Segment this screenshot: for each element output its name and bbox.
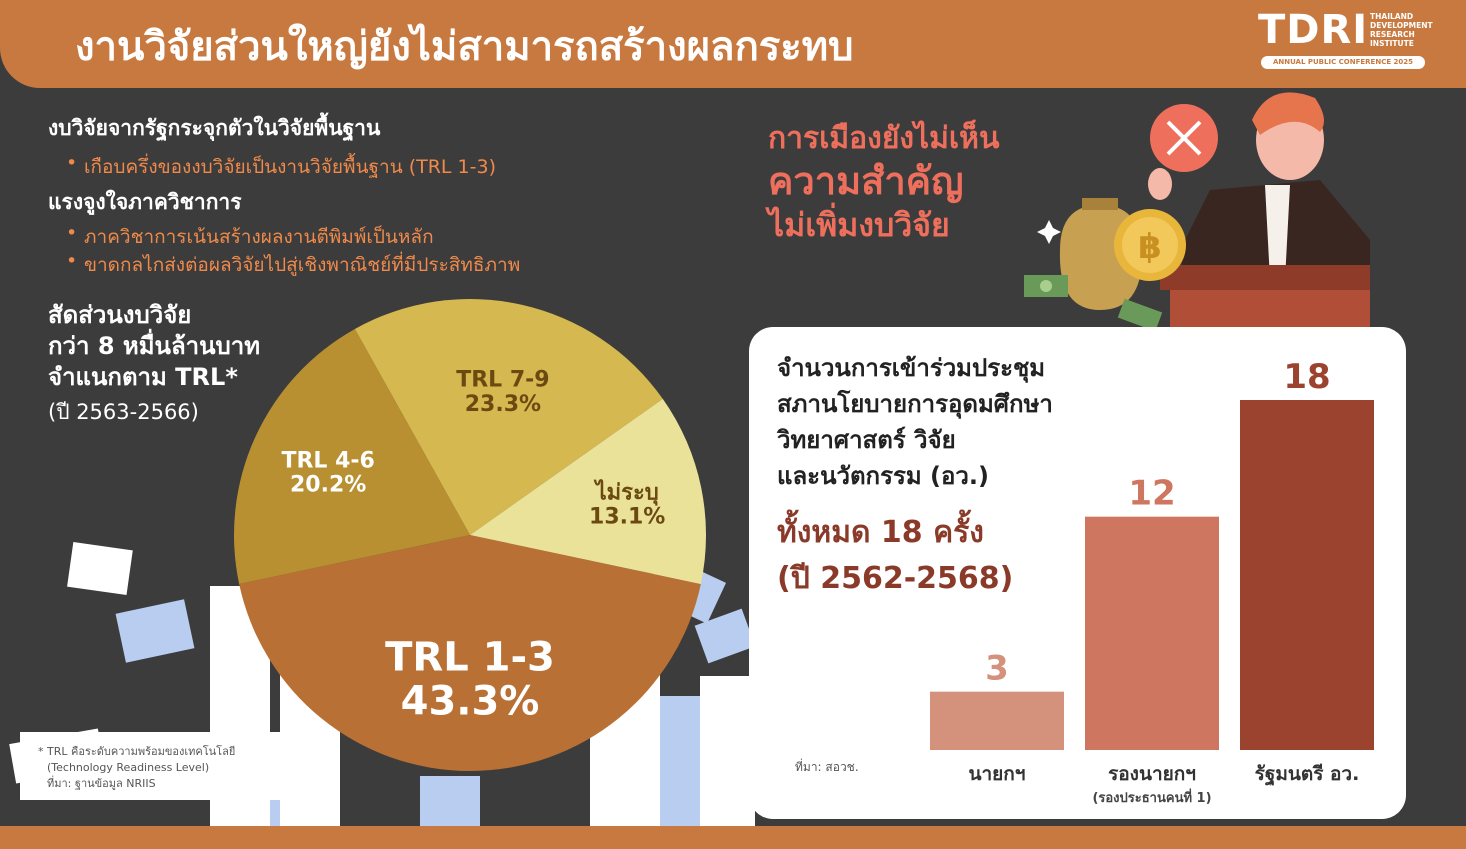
section-heading-incentive: แรงจูงใจภาควิชาการ — [48, 190, 242, 214]
pie-slice — [470, 398, 706, 584]
pie-chart: TRL 1-343.3% TRL 4-620.2% TRL 7-923.3% ไม่ร… — [234, 299, 706, 771]
header-banner: งานวิจัยส่วนใหญ่ยังไม่สามารถสร้างผลกระทบ… — [0, 0, 1466, 88]
bar-category-sublabel: (รองประธานคนที่ 1) — [1092, 788, 1211, 805]
footnote-line: (Technology Readiness Level) — [47, 761, 210, 774]
footnote-box — [20, 732, 280, 800]
bar-card-title-line: และนวัตกรรม (อว.) — [777, 462, 989, 490]
bar-card-total-line: ทั้งหมด 18 ครั้ง — [777, 515, 984, 550]
bar-category-label: รองนายกฯ — [1108, 763, 1196, 785]
bar-card-title-line: สภานโยบายการอุดมศึกษา — [777, 390, 1053, 418]
footnote-line: ที่มา: ฐานข้อมูล NRIIS — [47, 777, 156, 790]
bar-source: ที่มา: สอวช. — [795, 760, 859, 774]
politics-line-1: การเมืองยังไม่เห็น — [768, 121, 1000, 156]
pie-slice-value: 20.2% — [290, 473, 366, 498]
bullet-commercialization: ขาดกลไกส่งต่อผลวิจัยไปสู่เชิงพาณิชย์ที่ม… — [66, 250, 520, 280]
bar-card-total: ทั้งหมด 18 ครั้ง (ปี 2562-2568) — [777, 510, 1013, 602]
svg-text:฿: ฿ — [1138, 227, 1162, 267]
bar-category-label: นายกฯ — [969, 763, 1026, 785]
bar-card-total-line: (ปี 2562-2568) — [777, 561, 1014, 596]
politics-line-2: ความสำคัญ — [768, 159, 964, 203]
politician-illustration: ฿ — [1024, 92, 1370, 330]
page-title: งานวิจัยส่วนใหญ่ยังไม่สามารถสร้างผลกระทบ — [75, 24, 854, 70]
footnote: * TRL คือระดับความพร้อมของเทคโนโลยี (Tec… — [38, 744, 235, 792]
bottom-bar — [0, 826, 1466, 849]
tdri-logo: TDRI THAILAND DEVELOPMENT RESEARCH INSTI… — [1258, 7, 1433, 70]
bar-chart: 3 นายกฯ 12 รองนายกฯ (รองประธานคนที่ 1) 18 รัฐม… — [930, 357, 1374, 805]
politics-line-3: ไม่เพิ่มงบวิจัย — [768, 206, 950, 244]
bar-card-title: จำนวนการเข้าร่วมประชุม สภานโยบายการอุดมศ… — [777, 350, 1053, 494]
pie-slice-value: 43.3% — [401, 679, 540, 725]
pie-slice-value: 13.1% — [589, 505, 665, 530]
bar-value-label: 18 — [1283, 357, 1330, 397]
politics-callout: การเมืองยังไม่เห็น ความสำคัญ ไม่เพิ่มงบว… — [768, 120, 999, 246]
footnote-line: * TRL คือระดับความพร้อมของเทคโนโลยี — [38, 745, 236, 758]
pie-title-line: จำแนกตาม TRL* — [48, 363, 238, 391]
pie-subtitle: (ปี 2563-2566) — [48, 400, 199, 424]
paper-stack-decoration — [9, 542, 756, 826]
bar-value-label: 12 — [1128, 474, 1175, 514]
bar-card-title-line: วิทยาศาสตร์ วิจัย — [777, 426, 956, 454]
pie-slice — [354, 299, 663, 535]
bar-category-label: รัฐมนตรี อว. — [1255, 763, 1360, 787]
pie-slice — [234, 328, 470, 584]
bar-value-label: 3 — [985, 649, 1009, 689]
bullet-publication: ภาควิชาการเน้นสร้างผลงานตีพิมพ์เป็นหลัก — [66, 222, 434, 252]
bar — [930, 691, 1064, 750]
bar-card-title-line: จำนวนการเข้าร่วมประชุม — [777, 354, 1046, 382]
pie-title: สัดส่วนงบวิจัย กว่า 8 หมื่นล้านบาท จำแนก… — [48, 300, 260, 393]
logo-main-text: TDRI — [1258, 7, 1369, 53]
logo-sub-text: THAILAND DEVELOPMENT RESEARCH INSTITUTE — [1370, 12, 1433, 48]
bar — [1085, 516, 1219, 750]
pie-slice-value: 23.3% — [465, 392, 541, 417]
bullet-basic-research: เกือบครึ่งของงบวิจัยเป็นงานวิจัยพื้นฐาน … — [66, 152, 496, 182]
pie-slice-label: ไม่ระบุ — [594, 478, 659, 506]
pie-title-line: สัดส่วนงบวิจัย — [48, 301, 192, 329]
pie-slice-label: TRL 1-3 — [385, 635, 555, 681]
sparkle-icon — [1037, 220, 1061, 244]
pie-title-line: กว่า 8 หมื่นล้านบาท — [48, 332, 261, 360]
section-heading-budget: งบวิจัยจากรัฐกระจุกตัวในวิจัยพื้นฐาน — [48, 116, 381, 140]
pie-slice-label: TRL 4-6 — [281, 448, 374, 473]
pie-slice-label: TRL 7-9 — [456, 368, 549, 393]
bar — [1240, 400, 1374, 750]
logo-conference-badge: ANNUAL PUBLIC CONFERENCE 2025 — [1261, 56, 1425, 69]
pie-slice — [239, 535, 701, 771]
